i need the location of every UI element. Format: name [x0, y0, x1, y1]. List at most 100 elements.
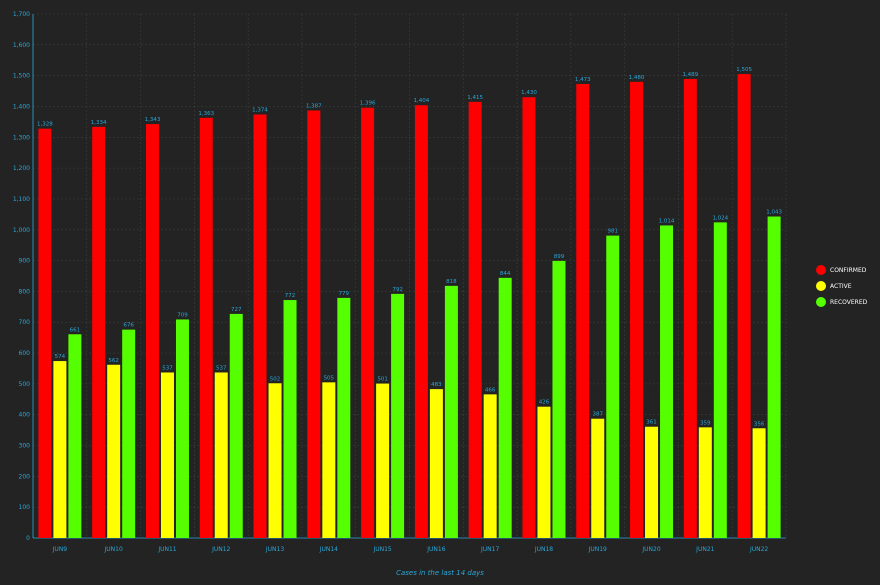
bar-recovered-jun18[interactable] — [552, 260, 566, 538]
bar-recovered-jun11[interactable] — [175, 319, 189, 538]
bar-confirmed-jun12[interactable] — [199, 117, 213, 538]
bar-recovered-jun10[interactable] — [122, 329, 136, 538]
bar-confirmed-jun21[interactable] — [683, 79, 697, 538]
bar-active-jun18[interactable] — [537, 406, 551, 538]
y-tick-label: 400 — [19, 412, 31, 419]
data-label-recovered-jun21: 1,024 — [712, 215, 728, 221]
bar-confirmed-jun9[interactable] — [38, 128, 52, 539]
bar-active-jun11[interactable] — [160, 372, 174, 538]
data-label-active-jun18: 426 — [539, 400, 550, 406]
x-tick-label: JUN19 — [588, 546, 607, 553]
data-label-recovered-jun19: 981 — [608, 229, 619, 235]
legend-marker — [816, 297, 826, 307]
data-label-confirmed-jun19: 1,473 — [575, 77, 591, 83]
bar-active-jun21[interactable] — [698, 427, 712, 538]
bar-confirmed-jun11[interactable] — [145, 124, 159, 538]
y-tick-label: 1,200 — [13, 165, 30, 172]
bar-confirmed-jun20[interactable] — [630, 81, 644, 538]
data-label-recovered-jun12: 727 — [231, 307, 242, 313]
data-label-active-jun20: 361 — [646, 420, 657, 426]
y-tick-label: 100 — [19, 504, 31, 511]
bar-active-jun19[interactable] — [591, 418, 605, 538]
bar-active-jun17[interactable] — [483, 394, 497, 538]
x-tick-label: JUN22 — [749, 546, 768, 553]
data-label-recovered-jun9: 661 — [70, 327, 81, 333]
y-tick-label: 1,500 — [13, 73, 30, 80]
bar-confirmed-jun22[interactable] — [737, 74, 751, 538]
data-label-confirmed-jun15: 1,396 — [360, 101, 376, 107]
x-tick-label: JUN18 — [534, 546, 553, 553]
data-labels: 1,328 574 661 1,334 562 676 1,343 537 709 1,363 53… — [37, 67, 782, 427]
data-label-active-jun19: 387 — [593, 412, 604, 418]
bar-recovered-jun20[interactable] — [660, 225, 674, 539]
y-tick-label: 900 — [19, 258, 31, 265]
bar-confirmed-jun19[interactable] — [576, 83, 590, 538]
data-label-confirmed-jun10: 1,334 — [91, 120, 107, 126]
data-label-confirmed-jun18: 1,430 — [521, 90, 537, 96]
data-label-active-jun12: 537 — [216, 365, 227, 371]
axes: 0 100 200 300 400 500 600 700 800 900 1,000 1,100 1,… — [13, 11, 786, 553]
legend-item-active[interactable]: ACTIVE — [816, 281, 852, 291]
bar-recovered-jun16[interactable] — [444, 285, 458, 538]
x-tick-label: JUN15 — [372, 546, 391, 553]
bar-recovered-jun13[interactable] — [283, 300, 297, 538]
data-label-recovered-jun11: 709 — [177, 312, 188, 318]
data-label-recovered-jun22: 1,043 — [766, 210, 782, 216]
y-tick-label: 700 — [19, 319, 31, 326]
bar-active-jun16[interactable] — [429, 389, 443, 538]
x-tick-label: JUN13 — [265, 546, 284, 553]
bar-confirmed-jun14[interactable] — [307, 110, 321, 538]
bar-confirmed-jun18[interactable] — [522, 97, 536, 539]
x-tick-label: JUN12 — [211, 546, 230, 553]
y-tick-label: 800 — [19, 288, 31, 295]
y-tick-label: 1,400 — [13, 103, 30, 110]
x-tick-label: JUN9 — [52, 546, 68, 553]
bar-recovered-jun15[interactable] — [391, 293, 405, 538]
bar-recovered-jun17[interactable] — [498, 277, 512, 538]
y-tick-label: 1,000 — [13, 227, 30, 234]
data-label-active-jun15: 501 — [377, 377, 388, 383]
data-label-recovered-jun18: 899 — [554, 254, 565, 260]
data-label-confirmed-jun16: 1,404 — [414, 98, 430, 104]
bar-recovered-jun12[interactable] — [229, 313, 243, 538]
legend-label: CONFIRMED — [830, 267, 867, 274]
legend-item-confirmed[interactable]: CONFIRMED — [816, 265, 867, 275]
bar-confirmed-jun15[interactable] — [361, 107, 375, 539]
bar-recovered-jun22[interactable] — [767, 216, 781, 538]
gridlines — [32, 13, 787, 539]
bar-recovered-jun14[interactable] — [337, 297, 351, 538]
bar-active-jun20[interactable] — [645, 426, 659, 538]
bar-confirmed-jun10[interactable] — [92, 126, 106, 538]
data-label-recovered-jun16: 818 — [446, 279, 457, 285]
y-tick-label: 1,100 — [13, 196, 30, 203]
bar-confirmed-jun16[interactable] — [414, 105, 428, 539]
data-label-recovered-jun20: 1,014 — [659, 218, 675, 224]
bar-active-jun13[interactable] — [268, 383, 282, 538]
bar-active-jun22[interactable] — [752, 428, 766, 538]
bar-confirmed-jun13[interactable] — [253, 114, 267, 538]
bar-active-jun9[interactable] — [53, 361, 67, 538]
data-label-confirmed-jun9: 1,328 — [37, 122, 53, 128]
x-tick-label: JUN17 — [480, 546, 499, 553]
bar-active-jun10[interactable] — [107, 364, 121, 538]
bar-active-jun14[interactable] — [322, 382, 336, 538]
bar-recovered-jun9[interactable] — [68, 334, 82, 538]
data-label-active-jun17: 466 — [485, 387, 496, 393]
x-tick-label: JUN21 — [695, 546, 714, 553]
bars — [38, 74, 781, 539]
y-tick-label: 200 — [19, 473, 31, 480]
bar-confirmed-jun17[interactable] — [468, 101, 482, 539]
bar-active-jun12[interactable] — [214, 372, 228, 538]
legend-item-recovered[interactable]: RECOVERED — [816, 297, 868, 307]
bar-recovered-jun21[interactable] — [713, 222, 727, 538]
y-tick-label: 1,300 — [13, 134, 30, 141]
bar-active-jun15[interactable] — [376, 383, 390, 538]
data-label-confirmed-jun13: 1,374 — [252, 107, 268, 113]
data-label-recovered-jun17: 844 — [500, 271, 511, 277]
data-label-confirmed-jun20: 1,480 — [629, 75, 645, 81]
legend-marker — [816, 281, 826, 291]
bar-recovered-jun19[interactable] — [606, 235, 620, 539]
y-tick-label: 1,700 — [13, 11, 30, 18]
